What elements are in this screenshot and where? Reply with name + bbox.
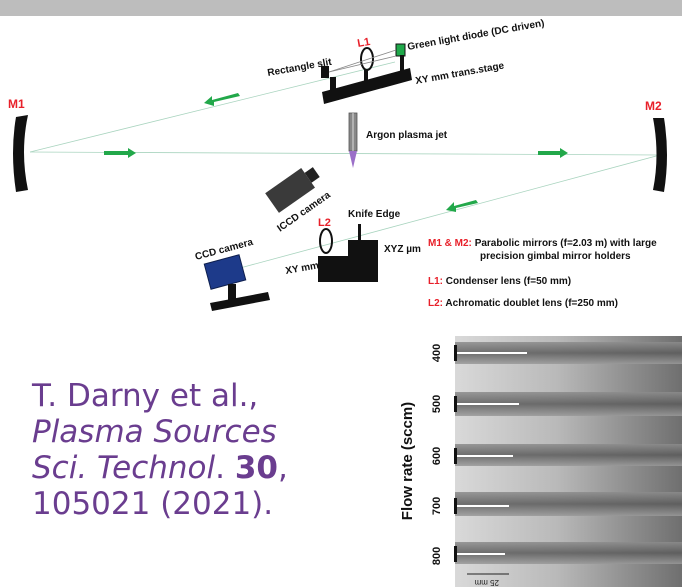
arrow-2 bbox=[104, 148, 136, 158]
capillary-tips bbox=[455, 352, 527, 555]
legend-text-mirrors-2: precision gimbal mirror holders bbox=[480, 251, 631, 262]
lens-l2 bbox=[319, 228, 333, 254]
legend-text-l1: Condenser lens (f=50 mm) bbox=[446, 276, 571, 287]
legend-key-mirrors: M1 & M2: bbox=[428, 238, 472, 249]
label-m1: M1 bbox=[8, 97, 25, 111]
citation-volume: 30 bbox=[234, 450, 278, 486]
beam-arrows bbox=[104, 93, 568, 212]
ccd-base bbox=[210, 292, 270, 311]
citation-journal-1: Plasma Sources bbox=[32, 414, 277, 450]
plume-bands bbox=[455, 342, 682, 564]
svg-text:M1 & M2: Parabolic mirrors (f=: M1 & M2: Parabolic mirrors (f=2.03 m) wi… bbox=[428, 238, 657, 249]
citation-journal-abbrev: Sci. Technol bbox=[32, 450, 216, 486]
label-l1: L1 bbox=[356, 36, 371, 50]
rectangle-slit bbox=[321, 66, 329, 78]
label-green-diode: Green light diode (DC driven) bbox=[407, 18, 546, 53]
label-m2: M2 bbox=[645, 99, 662, 113]
legend-text-l2: Achromatic doublet lens (f=250 mm) bbox=[445, 298, 618, 309]
citation-authors: T. Darny et al., bbox=[32, 378, 259, 414]
svg-text:L2: Achromatic doublet lens (f: L2: Achromatic doublet lens (f=250 mm) bbox=[428, 298, 618, 309]
label-xyz-um: XYZ µm bbox=[384, 244, 421, 255]
legend-key-l1: L1: bbox=[428, 276, 443, 287]
citation: T. Darny et al., Plasma Sources Sci. Tec… bbox=[32, 378, 332, 522]
label-xy-stage: XY mm trans.stage bbox=[415, 60, 506, 87]
legend-text-mirrors: Parabolic mirrors (f=2.03 m) with large bbox=[475, 238, 657, 249]
scale-label: 25 mm bbox=[474, 578, 499, 587]
axis-label-flow-rate: Flow rate (sccm) bbox=[399, 402, 416, 520]
tick-600: 600 bbox=[431, 447, 443, 465]
legend: M1 & M2: Parabolic mirrors (f=2.03 m) wi… bbox=[428, 238, 657, 309]
lens-l1 bbox=[360, 47, 374, 71]
green-diode bbox=[395, 43, 406, 57]
arrow-3 bbox=[538, 148, 568, 158]
plasma-plume bbox=[349, 151, 357, 168]
iccd-camera bbox=[265, 167, 320, 213]
citation-pages-year: 105021 (2021). bbox=[32, 486, 274, 522]
label-knife-edge: Knife Edge bbox=[348, 209, 401, 220]
arrow-1 bbox=[204, 93, 240, 106]
tick-700: 700 bbox=[431, 497, 443, 515]
top-band bbox=[0, 0, 682, 16]
label-xy-mm: XY mm bbox=[285, 260, 320, 277]
schlieren-image-panel: 25 mm bbox=[447, 336, 682, 587]
label-l2: L2 bbox=[318, 217, 331, 229]
tip-markers bbox=[454, 345, 457, 562]
tick-400: 400 bbox=[431, 344, 443, 362]
svg-text:L1: Condenser lens (f=50 mm): L1: Condenser lens (f=50 mm) bbox=[428, 276, 571, 287]
knife-edge bbox=[358, 224, 361, 242]
citation-journal-2: Sci. Technol. 30, bbox=[32, 450, 288, 486]
tick-800: 800 bbox=[431, 547, 443, 565]
arrow-4 bbox=[446, 200, 478, 212]
mirror-m2 bbox=[653, 118, 667, 192]
xyz-um-stage bbox=[348, 240, 378, 270]
schlieren-axis: Flow rate (sccm) 400 500 600 700 800 bbox=[399, 344, 443, 565]
ccd-post bbox=[228, 284, 236, 304]
tick-500: 500 bbox=[431, 395, 443, 413]
legend-key-l2: L2: bbox=[428, 298, 443, 309]
mirror-m1 bbox=[13, 115, 28, 192]
ccd-camera bbox=[203, 254, 247, 290]
label-argon-jet: Argon plasma jet bbox=[366, 130, 448, 141]
optical-setup-diagram: M1 M2 Rectangle slit L1 Green light diod… bbox=[8, 18, 667, 311]
